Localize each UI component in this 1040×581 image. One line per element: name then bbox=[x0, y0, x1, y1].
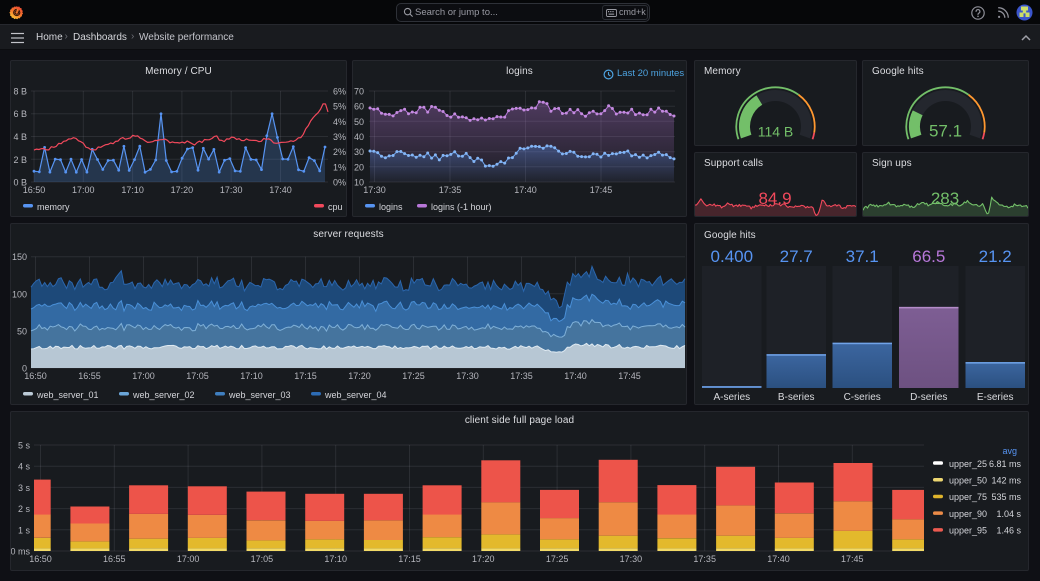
svg-text:5 s: 5 s bbox=[18, 441, 31, 451]
svg-text:6%: 6% bbox=[333, 87, 346, 97]
svg-text:1.04 s: 1.04 s bbox=[996, 509, 1021, 519]
svg-text:17:10: 17:10 bbox=[324, 554, 347, 564]
svg-text:0%: 0% bbox=[333, 178, 346, 188]
svg-text:114 B: 114 B bbox=[758, 124, 794, 140]
svg-text:30: 30 bbox=[354, 147, 364, 157]
svg-text:17:35: 17:35 bbox=[693, 554, 716, 564]
svg-text:16:50: 16:50 bbox=[29, 554, 52, 564]
svg-text:3 s: 3 s bbox=[18, 483, 31, 493]
svg-text:17:25: 17:25 bbox=[402, 371, 425, 381]
svg-text:web_server_02: web_server_02 bbox=[132, 390, 195, 400]
svg-text:1.46 s: 1.46 s bbox=[996, 526, 1021, 536]
svg-text:17:00: 17:00 bbox=[72, 185, 95, 195]
svg-text:web_server_01: web_server_01 bbox=[36, 390, 99, 400]
svg-text:66.5: 66.5 bbox=[912, 247, 945, 266]
svg-text:17:40: 17:40 bbox=[767, 554, 790, 564]
svg-text:17:05: 17:05 bbox=[186, 371, 209, 381]
svg-text:2 s: 2 s bbox=[18, 504, 31, 514]
svg-text:27.7: 27.7 bbox=[780, 247, 813, 266]
svg-text:upper_75: upper_75 bbox=[949, 492, 987, 502]
svg-text:2 B: 2 B bbox=[13, 155, 27, 165]
svg-text:6.81 ms: 6.81 ms bbox=[989, 459, 1022, 469]
svg-text:0 ms: 0 ms bbox=[11, 547, 30, 557]
svg-text:D-series: D-series bbox=[910, 392, 947, 403]
svg-text:3%: 3% bbox=[333, 132, 346, 142]
svg-text:web_server_03: web_server_03 bbox=[228, 390, 291, 400]
svg-text:17:30: 17:30 bbox=[456, 371, 479, 381]
svg-text:4 B: 4 B bbox=[13, 132, 27, 142]
svg-text:17:45: 17:45 bbox=[590, 185, 613, 195]
svg-text:upper_95: upper_95 bbox=[949, 526, 987, 536]
svg-text:17:30: 17:30 bbox=[620, 554, 643, 564]
svg-text:17:40: 17:40 bbox=[269, 185, 292, 195]
svg-text:17:20: 17:20 bbox=[472, 554, 495, 564]
svg-text:17:40: 17:40 bbox=[564, 371, 587, 381]
svg-text:10: 10 bbox=[354, 178, 364, 188]
svg-text:8 B: 8 B bbox=[13, 87, 27, 97]
svg-text:283: 283 bbox=[931, 189, 959, 208]
svg-text:C-series: C-series bbox=[844, 392, 881, 403]
svg-text:web_server_04: web_server_04 bbox=[324, 390, 387, 400]
svg-text:535 ms: 535 ms bbox=[991, 492, 1021, 502]
svg-text:17:30: 17:30 bbox=[220, 185, 243, 195]
svg-text:4 s: 4 s bbox=[18, 462, 31, 472]
svg-text:17:20: 17:20 bbox=[348, 371, 371, 381]
svg-text:50: 50 bbox=[354, 117, 364, 127]
svg-text:100: 100 bbox=[12, 289, 27, 299]
svg-text:1%: 1% bbox=[333, 162, 346, 172]
svg-text:17:30: 17:30 bbox=[363, 185, 386, 195]
svg-text:57.1: 57.1 bbox=[929, 122, 962, 141]
svg-text:0: 0 bbox=[22, 364, 27, 374]
svg-text:17:00: 17:00 bbox=[132, 371, 155, 381]
svg-text:17:20: 17:20 bbox=[171, 185, 194, 195]
svg-text:16:55: 16:55 bbox=[103, 554, 126, 564]
svg-text:17:15: 17:15 bbox=[294, 371, 317, 381]
svg-text:E-series: E-series bbox=[977, 392, 1014, 403]
svg-text:20: 20 bbox=[354, 162, 364, 172]
svg-text:16:50: 16:50 bbox=[24, 371, 47, 381]
svg-text:0.400: 0.400 bbox=[711, 247, 754, 266]
svg-text:upper_25: upper_25 bbox=[949, 459, 987, 469]
svg-text:2%: 2% bbox=[333, 147, 346, 157]
svg-text:60: 60 bbox=[354, 102, 364, 112]
svg-text:17:35: 17:35 bbox=[510, 371, 533, 381]
svg-text:17:25: 17:25 bbox=[546, 554, 569, 564]
svg-text:5%: 5% bbox=[333, 102, 346, 112]
svg-text:40: 40 bbox=[354, 132, 364, 142]
svg-text:cpu: cpu bbox=[328, 202, 343, 212]
svg-text:6 B: 6 B bbox=[13, 109, 27, 119]
svg-text:50: 50 bbox=[17, 326, 27, 336]
svg-text:upper_90: upper_90 bbox=[949, 509, 987, 519]
svg-text:B-series: B-series bbox=[778, 392, 815, 403]
svg-text:1 s: 1 s bbox=[18, 525, 31, 535]
svg-text:logins (-1 hour): logins (-1 hour) bbox=[431, 202, 492, 212]
svg-text:16:50: 16:50 bbox=[23, 185, 46, 195]
svg-text:17:00: 17:00 bbox=[177, 554, 200, 564]
svg-text:17:15: 17:15 bbox=[398, 554, 421, 564]
svg-text:0 B: 0 B bbox=[13, 178, 27, 188]
svg-text:17:10: 17:10 bbox=[240, 371, 263, 381]
svg-text:17:05: 17:05 bbox=[251, 554, 274, 564]
svg-text:avg: avg bbox=[1002, 446, 1017, 456]
svg-text:16:55: 16:55 bbox=[78, 371, 101, 381]
svg-text:142 ms: 142 ms bbox=[991, 476, 1021, 486]
svg-text:17:10: 17:10 bbox=[121, 185, 144, 195]
svg-text:150: 150 bbox=[12, 252, 27, 262]
svg-text:70: 70 bbox=[354, 87, 364, 97]
svg-text:17:45: 17:45 bbox=[618, 371, 641, 381]
svg-text:4%: 4% bbox=[333, 117, 346, 127]
svg-text:17:40: 17:40 bbox=[514, 185, 537, 195]
svg-text:memory: memory bbox=[37, 202, 70, 212]
svg-text:17:45: 17:45 bbox=[841, 554, 864, 564]
svg-text:A-series: A-series bbox=[713, 392, 750, 403]
svg-text:17:35: 17:35 bbox=[439, 185, 462, 195]
svg-text:logins: logins bbox=[379, 202, 403, 212]
svg-text:21.2: 21.2 bbox=[979, 247, 1012, 266]
svg-text:37.1: 37.1 bbox=[846, 247, 879, 266]
svg-text:84.9: 84.9 bbox=[758, 189, 791, 208]
svg-text:upper_50: upper_50 bbox=[949, 476, 987, 486]
